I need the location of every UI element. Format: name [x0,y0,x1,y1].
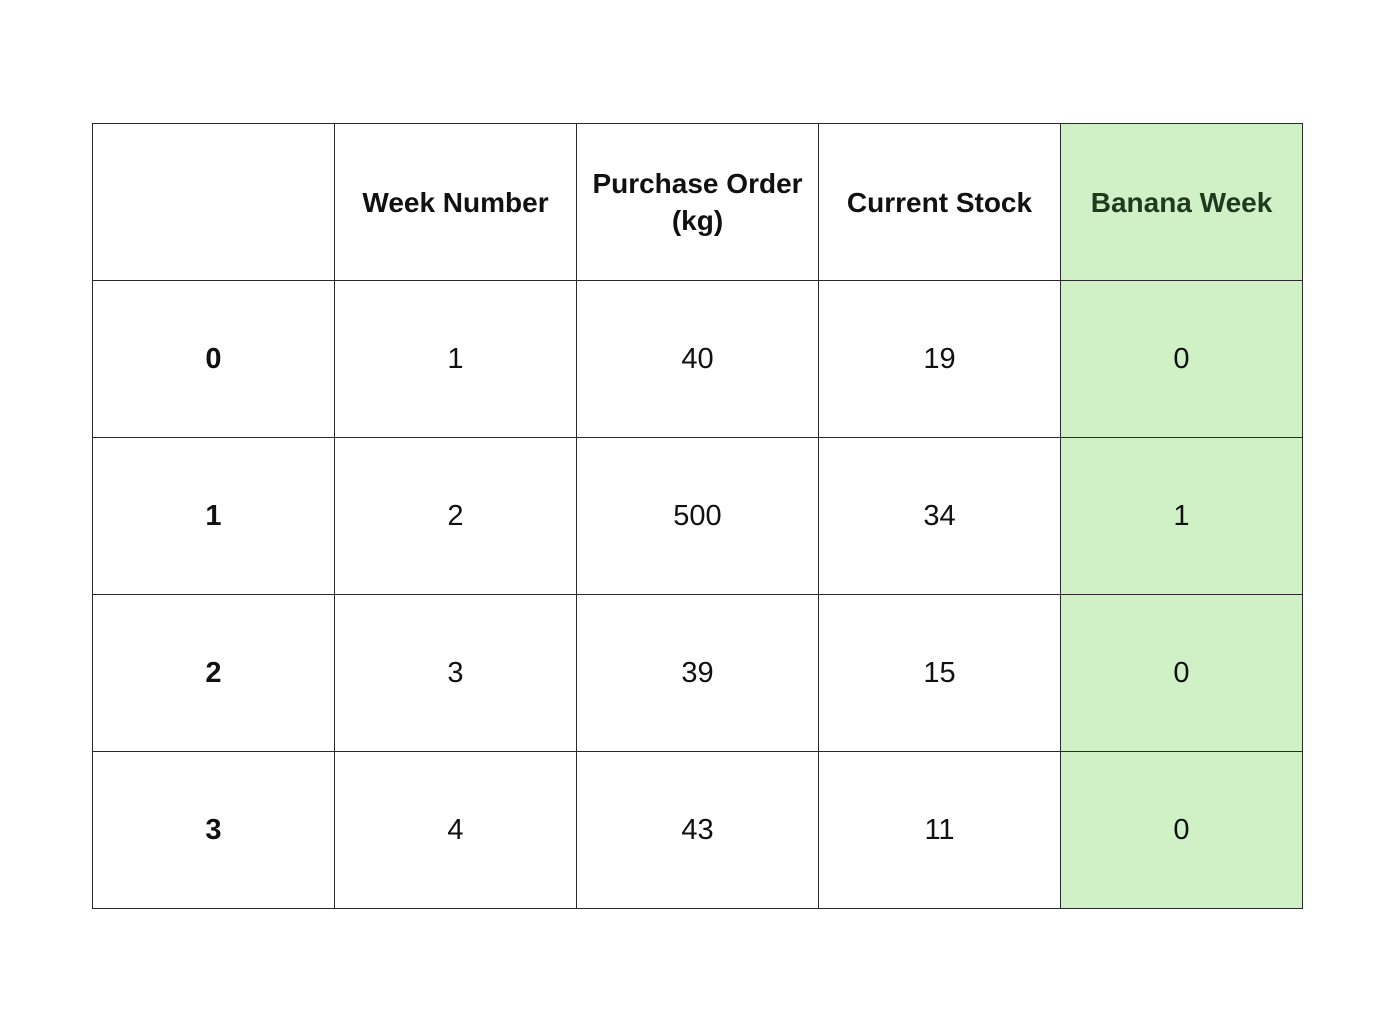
row-index-cell: 2 [92,594,335,752]
week-number-cell: 3 [334,594,577,752]
purchase-order-cell: 39 [576,594,819,752]
current-stock-cell: 15 [818,594,1061,752]
table-row: 1 2 500 34 1 [92,437,1303,595]
purchase-order-cell: 43 [576,751,819,909]
banana-week-cell: 0 [1060,280,1303,438]
header-row: Week Number Purchase Order (kg) Current … [92,123,1303,281]
purchase-order-cell: 500 [576,437,819,595]
current-stock-cell: 34 [818,437,1061,595]
header-week-number: Week Number [334,123,577,281]
current-stock-cell: 19 [818,280,1061,438]
table-row: 3 4 43 11 0 [92,751,1303,909]
data-table: Week Number Purchase Order (kg) Current … [92,123,1303,909]
week-number-cell: 2 [334,437,577,595]
table-row: 2 3 39 15 0 [92,594,1303,752]
data-table-container: Week Number Purchase Order (kg) Current … [92,123,1303,909]
row-index-cell: 1 [92,437,335,595]
row-index-cell: 0 [92,280,335,438]
current-stock-cell: 11 [818,751,1061,909]
banana-week-cell: 0 [1060,594,1303,752]
header-banana-week: Banana Week [1060,123,1303,281]
header-current-stock: Current Stock [818,123,1061,281]
header-purchase-order: Purchase Order (kg) [576,123,819,281]
banana-week-cell: 0 [1060,751,1303,909]
row-index-cell: 3 [92,751,335,909]
week-number-cell: 4 [334,751,577,909]
table-row: 0 1 40 19 0 [92,280,1303,438]
week-number-cell: 1 [334,280,577,438]
corner-header-cell [92,123,335,281]
banana-week-cell: 1 [1060,437,1303,595]
purchase-order-cell: 40 [576,280,819,438]
